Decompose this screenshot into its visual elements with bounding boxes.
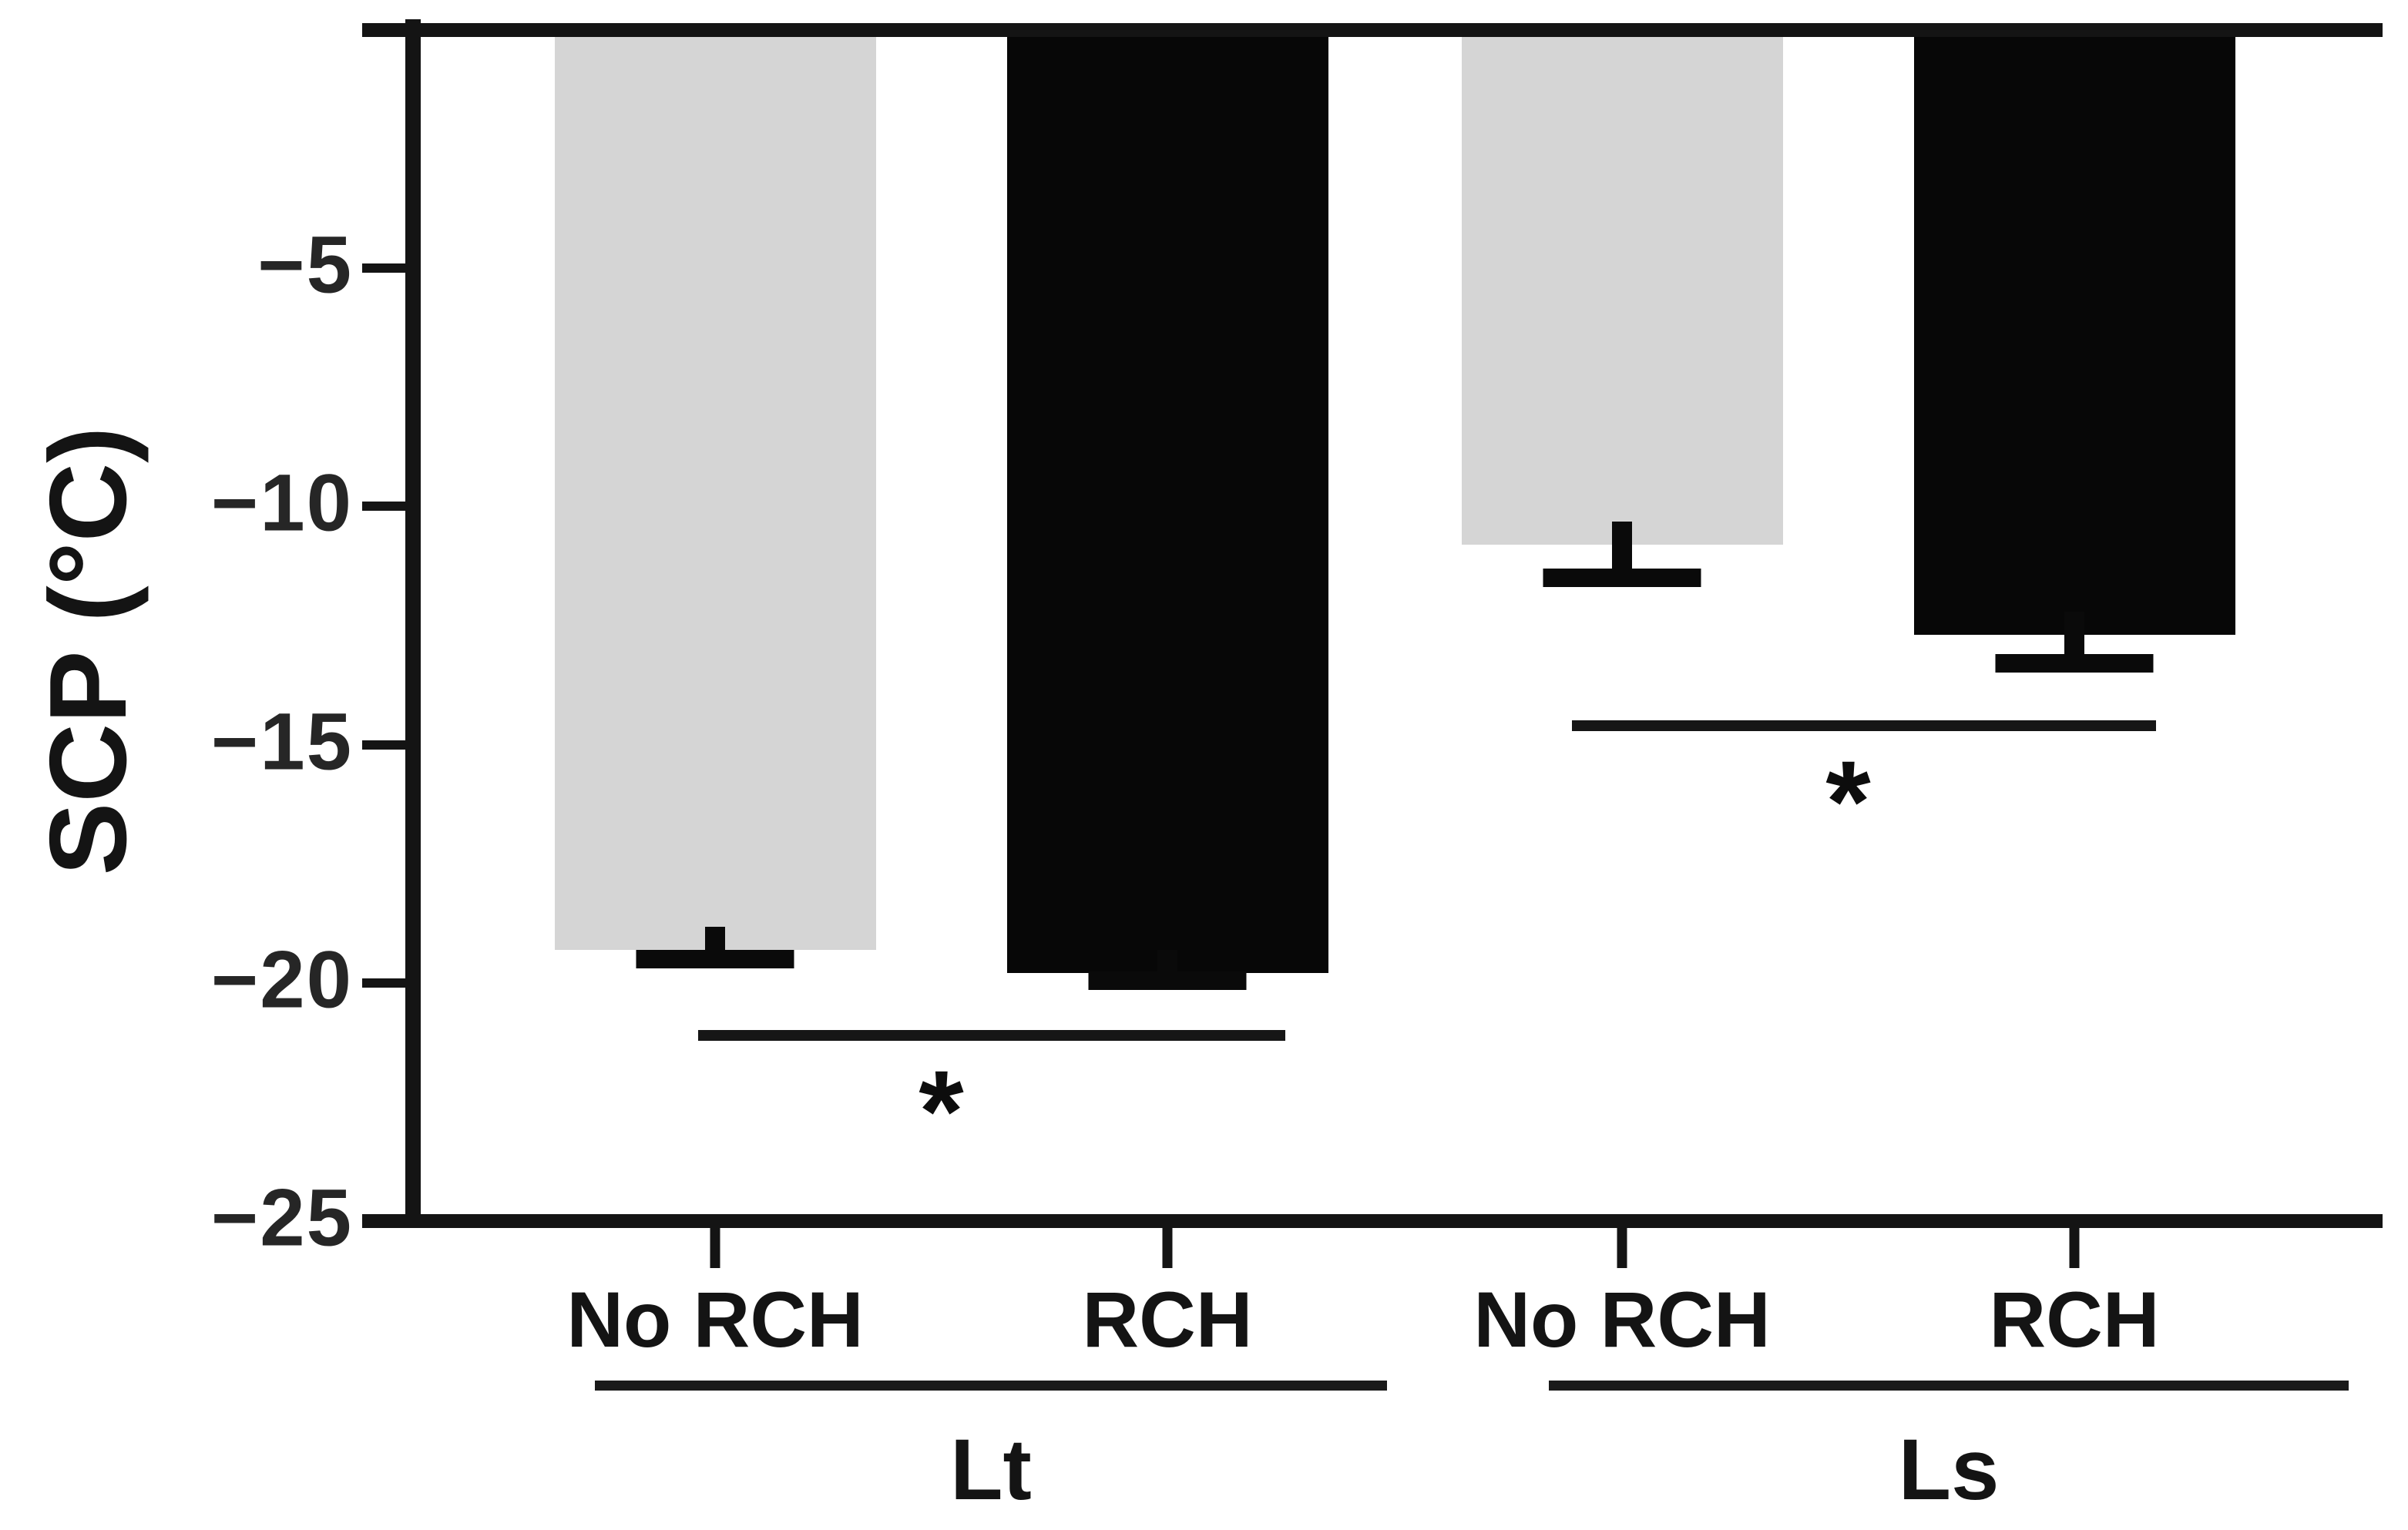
x-label-ls-no-rch: No RCH xyxy=(1473,1276,1771,1364)
y-tick-label-10: −10 xyxy=(210,458,353,549)
x-tick-ls-no-rch xyxy=(1617,1228,1627,1268)
y-tick-label-20: −20 xyxy=(210,934,353,1025)
group-label-ls: Ls xyxy=(1898,1421,2000,1518)
significance-asterisk-lt: * xyxy=(919,1045,964,1176)
bar-lt-rch xyxy=(1006,31,1328,974)
group-underline-lt xyxy=(595,1381,1387,1391)
group-underline-ls xyxy=(1549,1381,2349,1391)
bar-lt-no-rch xyxy=(554,31,876,950)
group-label-lt: Lt xyxy=(950,1421,1032,1518)
significance-line-lt xyxy=(698,1029,1285,1041)
x-label-lt-rch: RCH xyxy=(1082,1276,1253,1364)
y-tick-20 xyxy=(362,978,405,988)
y-tick-5 xyxy=(362,263,405,273)
zero-baseline xyxy=(362,23,2383,37)
x-label-ls-rch: RCH xyxy=(1989,1276,2160,1364)
x-tick-ls-rch xyxy=(2069,1228,2080,1268)
bar-ls-rch xyxy=(1913,31,2235,636)
significance-asterisk-ls: * xyxy=(1825,736,1871,866)
error-bar-cap-ls-rch xyxy=(1995,654,2154,673)
y-tick-label-5: −5 xyxy=(257,220,353,310)
y-tick-label-15: −15 xyxy=(210,696,353,787)
error-bar-stem-ls-no-rch xyxy=(1612,521,1632,579)
y-axis-line xyxy=(405,19,421,1228)
y-tick-25 xyxy=(362,1216,405,1226)
x-tick-lt-rch xyxy=(1162,1228,1173,1268)
y-tick-10 xyxy=(362,502,405,512)
bar-ls-no-rch xyxy=(1461,31,1783,545)
y-tick-label-25: −25 xyxy=(210,1173,353,1263)
bottom-axis-line xyxy=(362,1214,2383,1228)
significance-line-ls xyxy=(1572,720,2156,731)
x-label-lt-no-rch: No RCH xyxy=(566,1276,864,1364)
x-tick-lt-no-rch xyxy=(710,1228,720,1268)
error-bar-cap-ls-no-rch xyxy=(1543,569,1701,588)
error-bar-cap-lt-rch xyxy=(1088,971,1247,990)
y-tick-15 xyxy=(362,740,405,750)
error-bar-cap-lt-no-rch xyxy=(636,949,794,968)
